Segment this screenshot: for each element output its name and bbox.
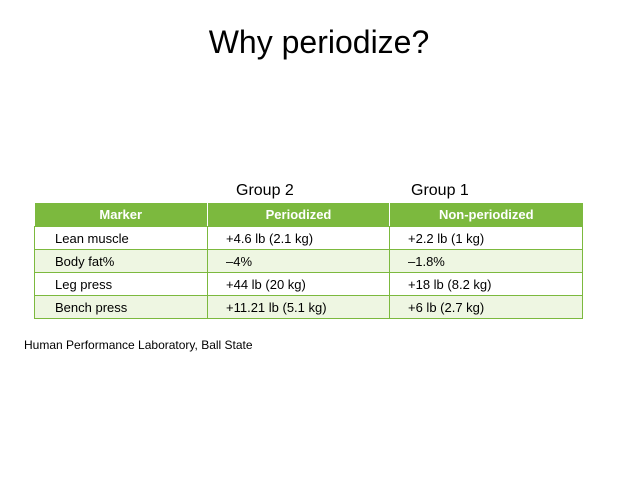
cell-periodized: +11.21 lb (5.1 kg) (207, 295, 390, 319)
cell-non-periodized: –1.8% (389, 249, 583, 273)
cell-non-periodized: +2.2 lb (1 kg) (389, 226, 583, 250)
data-table: Marker Periodized Non-periodized Lean mu… (34, 203, 583, 319)
source-note: Human Performance Laboratory, Ball State (24, 338, 253, 352)
cell-non-periodized: +18 lb (8.2 kg) (389, 272, 583, 296)
table-header-row: Marker Periodized Non-periodized (34, 203, 583, 227)
cell-periodized: +4.6 lb (2.1 kg) (207, 226, 390, 250)
table-row: Lean muscle +4.6 lb (2.1 kg) +2.2 lb (1 … (34, 226, 583, 250)
table-row: Bench press +11.21 lb (5.1 kg) +6 lb (2.… (34, 295, 583, 319)
cell-marker: Body fat% (34, 249, 208, 273)
cell-marker: Leg press (34, 272, 208, 296)
header-non-periodized: Non-periodized (389, 203, 583, 227)
table-row: Leg press +44 lb (20 kg) +18 lb (8.2 kg) (34, 272, 583, 296)
cell-periodized: –4% (207, 249, 390, 273)
slide-title: Why periodize? (208, 24, 430, 60)
header-marker: Marker (34, 203, 208, 227)
group-1-label: Group 1 (411, 182, 469, 199)
header-periodized: Periodized (207, 203, 390, 227)
cell-marker: Lean muscle (34, 226, 208, 250)
cell-periodized: +44 lb (20 kg) (207, 272, 390, 296)
table-row: Body fat% –4% –1.8% (34, 249, 583, 273)
cell-marker: Bench press (34, 295, 208, 319)
cell-non-periodized: +6 lb (2.7 kg) (389, 295, 583, 319)
group-2-label: Group 2 (236, 182, 294, 199)
comparison-table: Marker Periodized Non-periodized Lean mu… (34, 203, 583, 319)
